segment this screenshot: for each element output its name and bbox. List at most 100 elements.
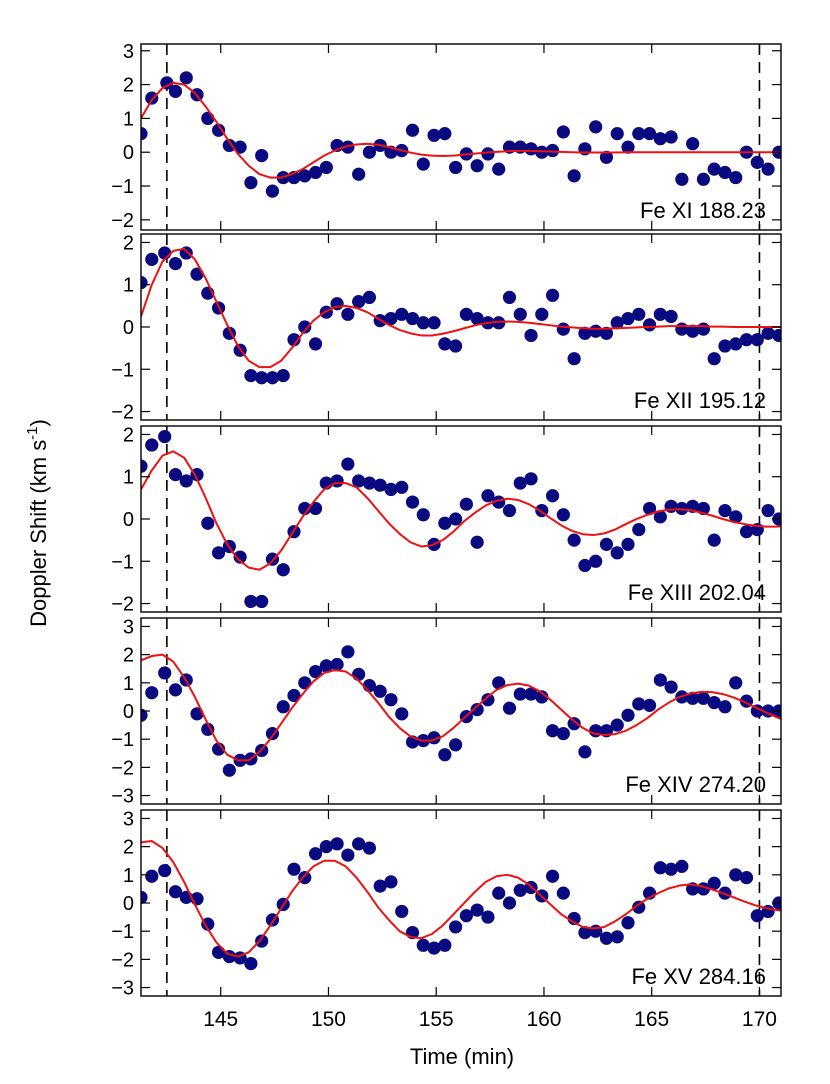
data-point xyxy=(632,900,646,914)
data-point xyxy=(276,369,290,383)
y-tick-label: −2 xyxy=(111,594,134,616)
data-point xyxy=(395,307,409,321)
data-point xyxy=(578,745,592,759)
data-point xyxy=(502,503,517,518)
data-point xyxy=(675,172,689,186)
panel-label: Fe XIII 202.04 xyxy=(628,580,766,605)
panel-label: Fe XI 188.23 xyxy=(640,198,766,223)
data-point xyxy=(567,169,581,183)
data-point xyxy=(739,525,754,539)
x-axis-label: Time (min) xyxy=(410,1044,514,1069)
data-point xyxy=(545,288,560,302)
data-point xyxy=(513,476,527,490)
data-point xyxy=(739,871,754,885)
data-point xyxy=(610,546,624,560)
panel-plot-area xyxy=(141,234,781,420)
panel-2: −2 −1 0 1 2 Fe XII 195.12 xyxy=(111,232,782,424)
data-point xyxy=(141,890,148,904)
data-point xyxy=(395,904,409,919)
data-point xyxy=(449,920,463,934)
data-point xyxy=(696,691,711,705)
data-point xyxy=(341,140,355,154)
y-axis-label: Doppler Shift (km s-1) xyxy=(24,419,51,627)
data-point xyxy=(707,876,721,890)
data-point xyxy=(524,328,538,343)
y-tick-label: 0 xyxy=(123,701,134,723)
data-point xyxy=(675,501,689,516)
data-point xyxy=(470,311,484,326)
data-point xyxy=(642,127,657,141)
y-tick-label: 3 xyxy=(123,41,134,63)
y-tick-label: −1 xyxy=(111,551,134,573)
data-point xyxy=(621,916,635,930)
data-point xyxy=(589,554,603,568)
data-point xyxy=(179,474,193,488)
y-tick-label: 1 xyxy=(123,673,134,695)
data-point xyxy=(168,683,183,697)
data-point xyxy=(750,909,764,923)
data-point xyxy=(610,718,624,732)
data-point xyxy=(145,869,159,883)
x-tick-label: 165 xyxy=(634,1008,669,1031)
data-point xyxy=(610,930,624,944)
data-point xyxy=(298,501,312,516)
data-point xyxy=(352,667,366,681)
data-point xyxy=(664,862,678,876)
data-point xyxy=(492,886,506,900)
data-point xyxy=(642,318,657,332)
data-point xyxy=(707,162,721,176)
data-point xyxy=(330,657,344,672)
panels-layer: −2 −1 0 1 2 3 Fe XI 188.23 −2 −1 0 1 2 Fe XII 195.12… xyxy=(111,41,782,1000)
data-point xyxy=(362,145,377,159)
data-point xyxy=(244,956,258,971)
data-point xyxy=(513,687,527,701)
panel-1: −2 −1 0 1 2 3 Fe XI 188.23 xyxy=(111,41,782,232)
data-point xyxy=(675,859,689,873)
data-point xyxy=(141,459,148,473)
data-point xyxy=(362,290,377,305)
data-point xyxy=(567,533,581,547)
data-point xyxy=(567,352,581,366)
data-point xyxy=(729,510,743,524)
data-point xyxy=(265,184,280,198)
data-point xyxy=(599,150,614,164)
data-point xyxy=(255,594,269,609)
y-tick-label: −2 xyxy=(111,757,134,779)
x-axis-tick-labels: 145 150 155 160 165 170 xyxy=(203,1008,777,1031)
data-point xyxy=(459,307,473,321)
data-point xyxy=(589,120,603,134)
data-point xyxy=(761,326,775,340)
data-point xyxy=(265,371,280,385)
data-point xyxy=(384,693,398,707)
data-point xyxy=(664,130,678,144)
fit-curve xyxy=(141,81,781,179)
data-point xyxy=(319,659,333,673)
x-tick-label: 150 xyxy=(311,1008,346,1031)
y-tick-label: −2 xyxy=(111,949,134,971)
data-point xyxy=(201,516,215,530)
data-point xyxy=(449,512,463,526)
data-point xyxy=(168,256,183,271)
panel-4: −3 −2 −1 0 1 2 3 Fe XIV 274.20 xyxy=(111,616,782,808)
data-point xyxy=(438,337,452,351)
y-tick-label: −3 xyxy=(111,786,134,808)
data-point xyxy=(653,673,667,687)
data-point xyxy=(449,738,463,752)
data-point xyxy=(395,480,409,494)
data-point xyxy=(405,311,420,326)
y-axis-label-main: Doppler Shift (km s xyxy=(26,440,51,627)
data-point xyxy=(599,537,614,551)
data-point xyxy=(610,316,624,330)
data-point xyxy=(696,322,711,336)
data-point xyxy=(492,162,506,176)
data-point xyxy=(545,143,560,158)
data-point xyxy=(308,847,323,861)
data-point xyxy=(352,837,366,851)
data-point xyxy=(319,160,333,175)
data-point xyxy=(362,841,377,855)
data-point xyxy=(141,708,148,722)
data-point xyxy=(524,142,538,156)
y-tick-label: 2 xyxy=(123,424,134,446)
y-tick-label: −3 xyxy=(111,978,134,1000)
